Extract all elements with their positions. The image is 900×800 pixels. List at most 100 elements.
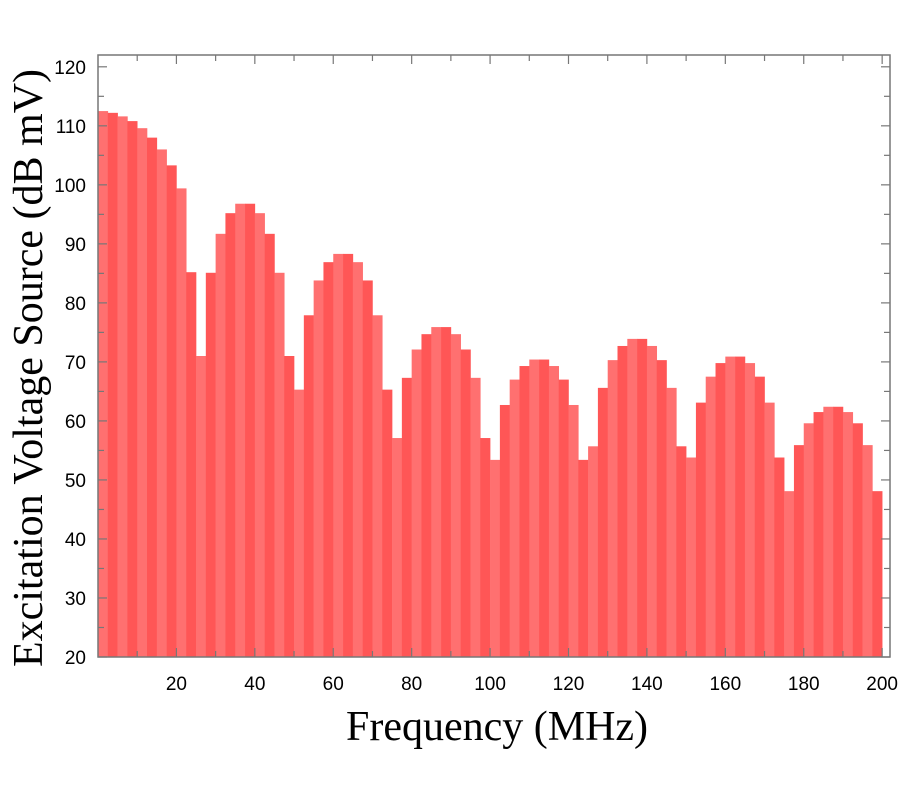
bar xyxy=(117,116,128,658)
bar xyxy=(568,404,579,657)
ticks-group xyxy=(98,55,890,658)
x-tick-label: 20 xyxy=(166,674,187,695)
bar xyxy=(362,280,373,657)
bar xyxy=(646,345,658,657)
x-tick-label: 40 xyxy=(244,674,265,695)
bar xyxy=(813,412,824,657)
bar xyxy=(323,262,334,657)
bar xyxy=(558,379,569,657)
x-tick-label: 60 xyxy=(323,674,344,695)
bar xyxy=(607,360,618,657)
y-tick-label: 100 xyxy=(54,176,86,197)
bar xyxy=(303,315,314,657)
x-tick-label: 200 xyxy=(866,674,898,695)
bar xyxy=(98,111,109,658)
bar xyxy=(460,349,471,657)
x-tick-label: 180 xyxy=(788,674,820,695)
bar xyxy=(725,356,736,657)
bar xyxy=(235,203,246,657)
bar xyxy=(784,491,795,657)
y-tick-label: 110 xyxy=(56,117,86,138)
bar xyxy=(470,377,481,657)
x-tick-label: 80 xyxy=(401,674,422,695)
bar xyxy=(842,412,854,657)
bar xyxy=(107,112,118,657)
x-tick-label: 120 xyxy=(553,674,585,695)
bar xyxy=(588,446,599,657)
bar xyxy=(823,406,834,657)
bar xyxy=(597,387,609,657)
y-tick-label: 20 xyxy=(65,648,86,669)
bar xyxy=(529,359,540,657)
bar xyxy=(333,253,344,658)
bar xyxy=(372,315,383,657)
bar xyxy=(382,389,393,657)
bar xyxy=(431,327,442,657)
y-tick-label: 40 xyxy=(65,530,86,551)
y-tick-label: 50 xyxy=(65,471,86,492)
y-axis-title: Excitation Voltage Source (dB mV) xyxy=(6,69,52,667)
bar xyxy=(147,137,158,658)
bar xyxy=(676,446,687,657)
bar xyxy=(744,363,756,657)
bar xyxy=(156,149,167,657)
bar xyxy=(137,128,148,657)
y-tick-label: 30 xyxy=(65,589,86,610)
bar xyxy=(872,491,883,657)
x-tick-label: 160 xyxy=(709,674,741,695)
bar xyxy=(686,457,697,657)
bar xyxy=(539,359,550,657)
bar xyxy=(509,379,520,657)
bar xyxy=(343,253,354,658)
bar xyxy=(215,233,226,657)
bars-group xyxy=(98,111,883,658)
bar xyxy=(205,272,216,657)
bar xyxy=(352,262,363,657)
y-tick-label: 90 xyxy=(65,235,86,256)
y-tick-label: 80 xyxy=(65,294,86,315)
bar xyxy=(284,356,295,657)
bar xyxy=(127,121,138,658)
bar xyxy=(764,402,775,657)
bar xyxy=(617,345,628,657)
bar xyxy=(705,376,716,657)
bar xyxy=(519,366,530,657)
bar xyxy=(490,459,501,657)
bar xyxy=(166,165,177,657)
bar xyxy=(450,334,461,657)
bar xyxy=(627,338,638,657)
x-tick-label: 100 xyxy=(474,674,506,695)
bar xyxy=(862,445,873,657)
plot-frame xyxy=(97,54,891,658)
bar xyxy=(637,338,648,657)
bar xyxy=(254,213,265,657)
bar xyxy=(774,457,785,657)
bar xyxy=(441,327,452,657)
bar xyxy=(176,188,187,657)
x-tick-label: 140 xyxy=(631,674,663,695)
y-tick-label: 60 xyxy=(65,412,86,433)
bar xyxy=(264,233,275,657)
bar xyxy=(411,349,422,657)
bar xyxy=(225,213,236,657)
bar xyxy=(274,272,285,657)
bar xyxy=(656,360,667,657)
bar xyxy=(392,438,403,657)
x-axis-title: Frequency (MHz) xyxy=(346,704,648,750)
y-tick-label: 120 xyxy=(54,58,86,79)
bar xyxy=(499,404,510,657)
bar xyxy=(480,438,491,657)
bar xyxy=(421,334,432,657)
bar xyxy=(754,376,765,657)
bar xyxy=(803,423,814,657)
bar xyxy=(793,445,805,657)
bar xyxy=(196,356,207,657)
bar xyxy=(852,423,863,657)
bar xyxy=(294,389,305,657)
tick-labels-group: 20 40 60 80 100 120 140 160 180 200 20 30 40 50 60 70 80… xyxy=(54,58,898,695)
bar xyxy=(186,272,197,657)
bar xyxy=(578,459,589,657)
bar xyxy=(313,280,324,657)
bar xyxy=(401,377,412,657)
